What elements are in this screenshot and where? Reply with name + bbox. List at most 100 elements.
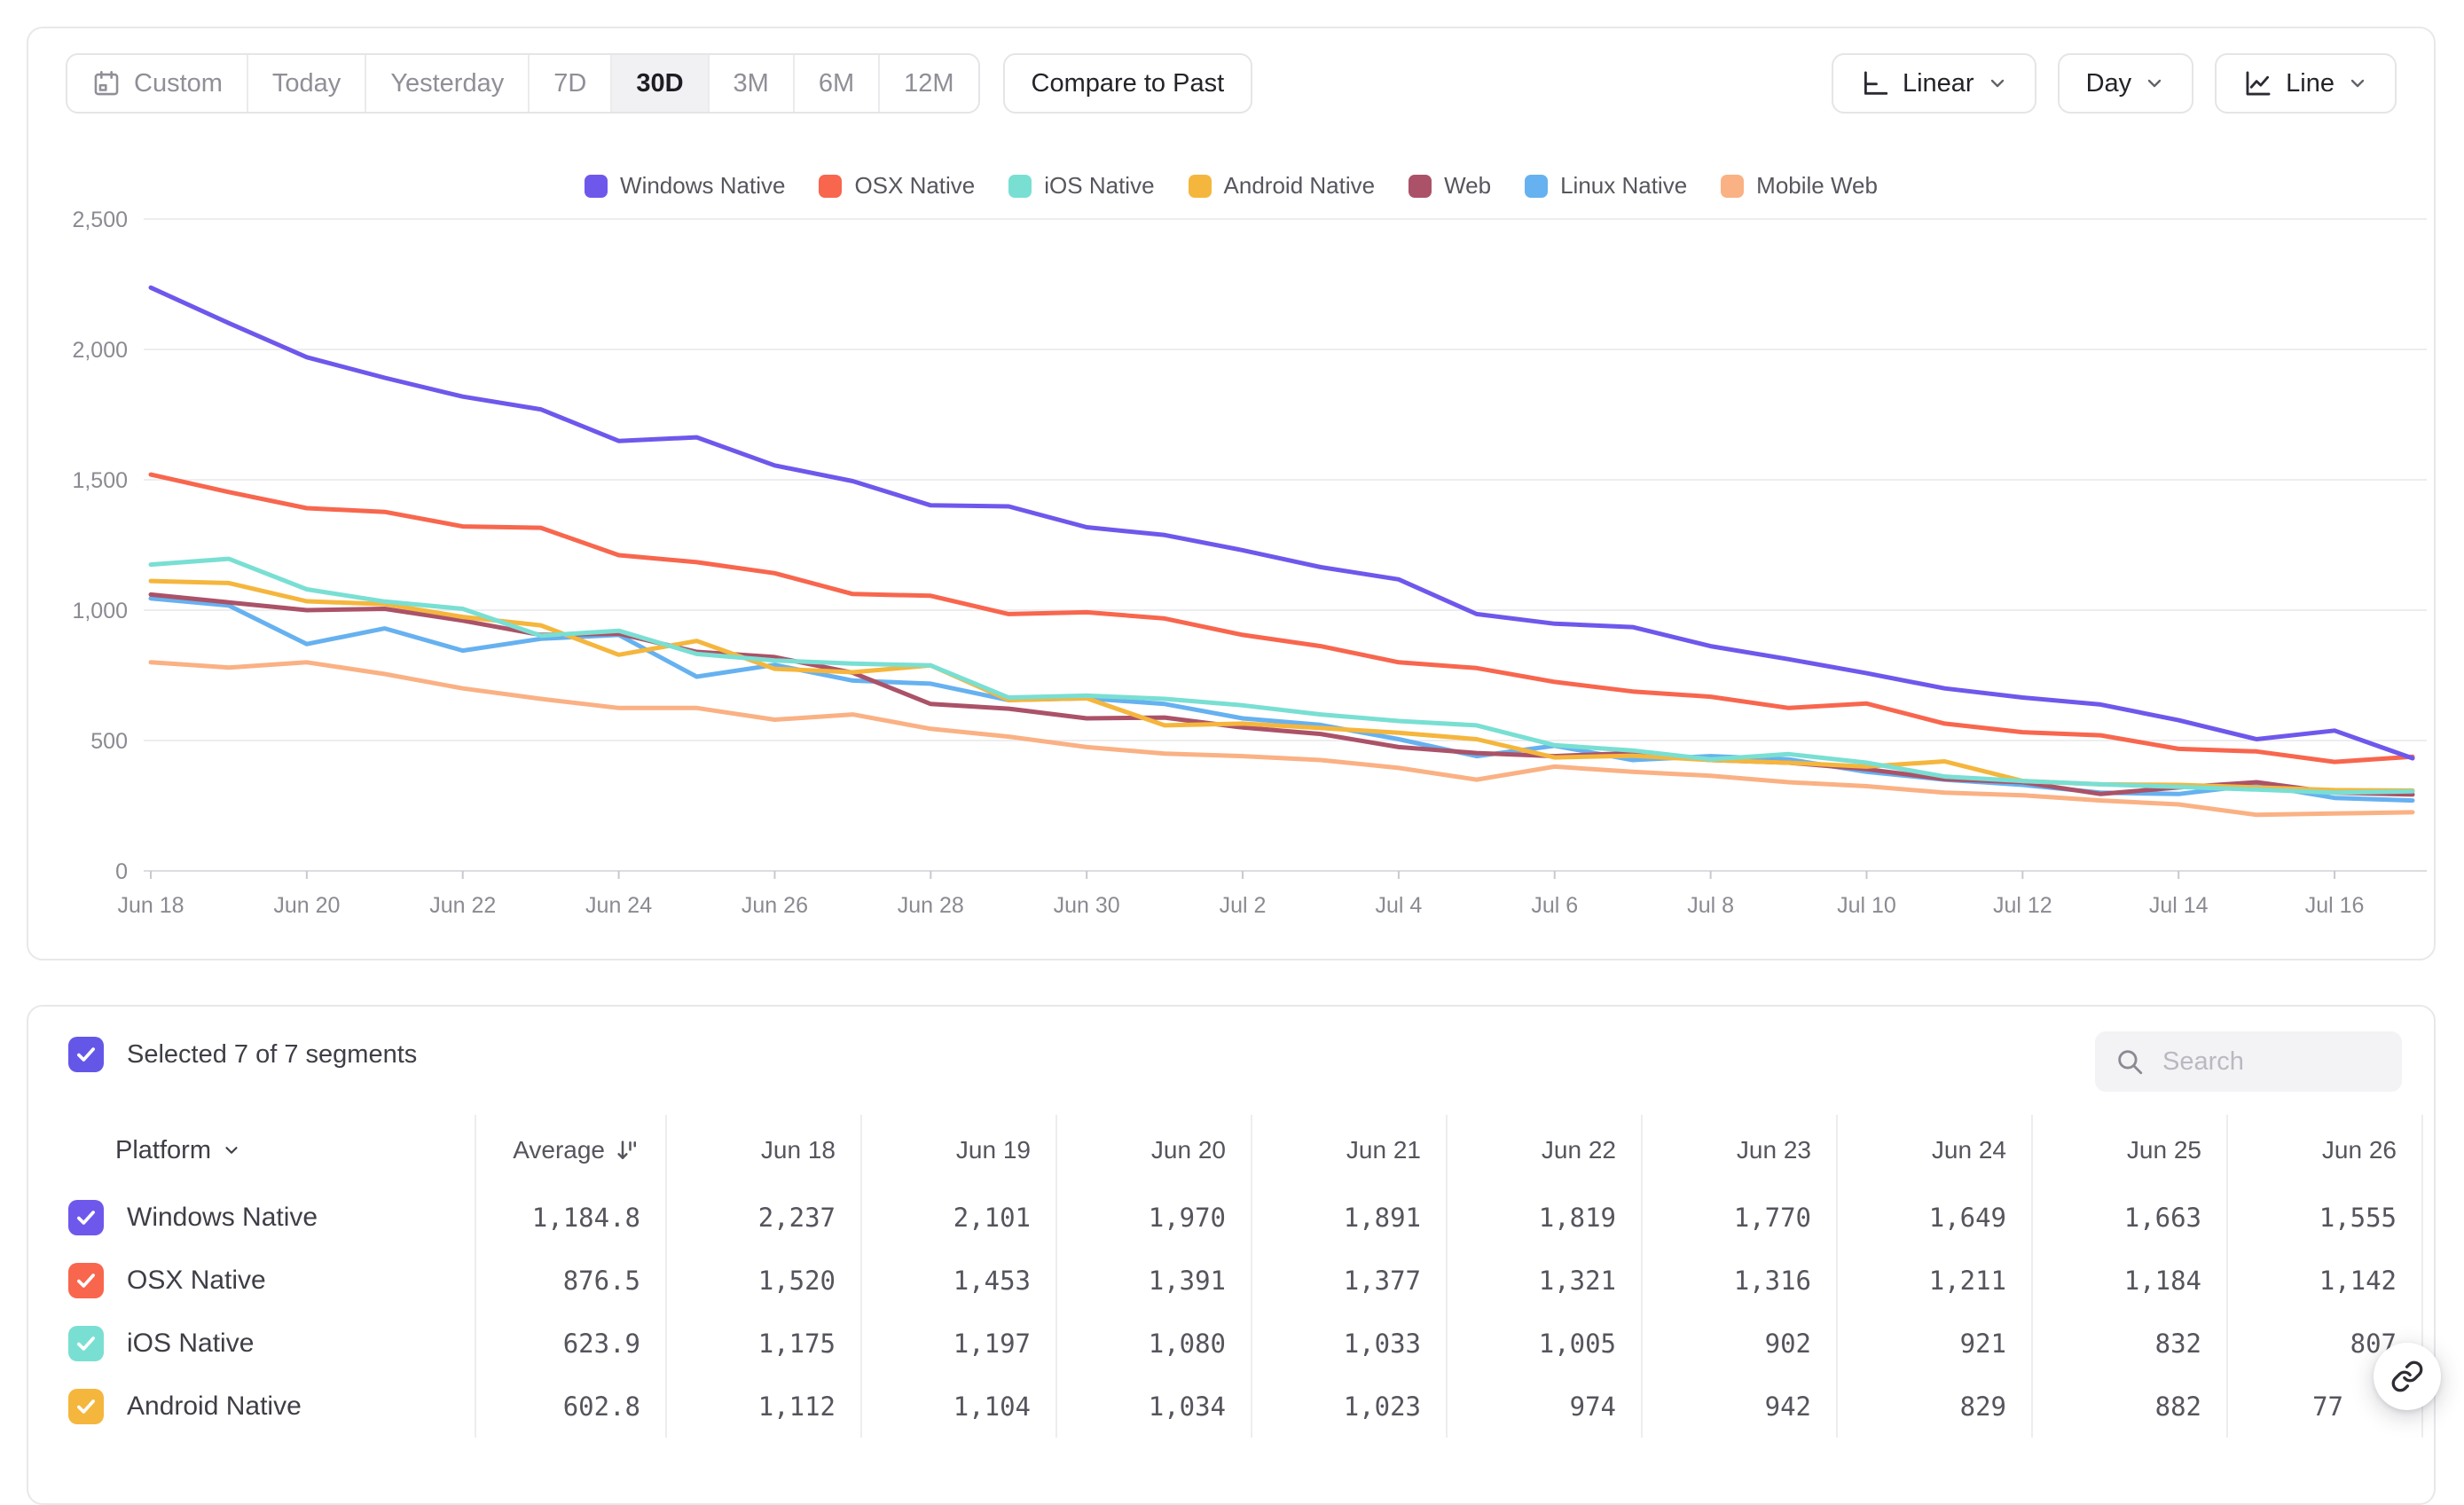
check-icon <box>77 1273 95 1288</box>
select-all-checkbox[interactable] <box>68 1037 104 1072</box>
sort-descending-icon <box>617 1141 636 1159</box>
x-axis-label: Jul 4 <box>1375 893 1422 918</box>
table-row-osx-native: OSX Native 876.5 1,520 1,453 1,391 1,377 1,321… <box>28 1249 2434 1312</box>
check-icon <box>77 1047 95 1062</box>
value-cell-jun-22: 974 <box>1448 1375 1643 1438</box>
interval-dropdown[interactable]: Day <box>2057 53 2194 114</box>
range-button-6m[interactable]: 6M <box>794 55 881 112</box>
linear-axis-icon <box>1864 71 1888 95</box>
value-cell-jun-20: 1,970 <box>1057 1186 1252 1249</box>
value-cell-jun-18: 2,237 <box>667 1186 862 1249</box>
segment-checkbox-osx-native[interactable] <box>68 1262 104 1298</box>
share-link-button[interactable] <box>2374 1343 2441 1410</box>
legend-item-web[interactable]: Web <box>1409 172 1491 200</box>
value-cell-jun-21: 1,033 <box>1252 1312 1448 1375</box>
line-chart-icon <box>2246 71 2271 96</box>
mobile-web-line <box>148 660 2415 818</box>
legend-item-osx-native[interactable]: OSX Native <box>819 172 975 200</box>
value-cell-jun-24: 829 <box>1838 1375 2033 1438</box>
linux-native-line <box>148 596 2415 803</box>
range-button-30d[interactable]: 30D <box>612 55 710 112</box>
table-row-windows-native: Windows Native 1,184.8 2,237 2,101 1,970 1,89… <box>28 1186 2434 1249</box>
value-cell-jun-26: 1,555 <box>2228 1186 2423 1249</box>
value-cell-jun-22: 1,819 <box>1448 1186 1643 1249</box>
segment-cell-ios-native: iOS Native <box>28 1312 476 1375</box>
table-header-row: Platform Average Jun 18 Jun 19 Jun 20 Jun 21 J… <box>28 1115 2434 1186</box>
line-chart: 0 500 1,000 1,500 2,000 2,500 Jun 18 Jun 20 Jun … <box>72 208 2427 918</box>
legend-item-ios-native[interactable]: iOS Native <box>1008 172 1155 200</box>
range-button-custom[interactable]: Custom <box>67 55 248 112</box>
segment-name: OSX Native <box>127 1265 266 1295</box>
range-button-3m[interactable]: 3M <box>709 55 795 112</box>
segment-cell-android-native: Android Native <box>28 1375 476 1438</box>
x-axis-label: Jul 14 <box>2149 893 2209 918</box>
compare-to-past-button[interactable]: Compare to Past <box>1002 53 1253 114</box>
legend-item-android-native[interactable]: Android Native <box>1188 172 1375 200</box>
x-axis-label: Jun 24 <box>585 893 652 918</box>
web-line <box>148 592 2415 797</box>
range-button-label: 30D <box>636 68 684 98</box>
x-axis-label: Jun 30 <box>1054 893 1120 918</box>
segments-table-card: Selected 7 of 7 segments Platform Average… <box>27 1005 2436 1505</box>
value-cell-jun-19: 1,453 <box>862 1249 1057 1312</box>
value-cell-jun-24: 921 <box>1838 1312 2033 1375</box>
chart-legend: Windows Native OSX Native iOS Native Androi… <box>28 172 2434 200</box>
interval-dropdown-label: Day <box>2085 68 2132 98</box>
legend-label: Mobile Web <box>1756 172 1878 199</box>
x-axis-label: Jun 26 <box>742 893 808 918</box>
chart-type-dropdown[interactable]: Line <box>2215 53 2397 114</box>
range-button-12m[interactable]: 12M <box>880 55 978 112</box>
range-button-today[interactable]: Today <box>247 55 367 112</box>
check-icon <box>77 1399 95 1414</box>
column-header-jun-22: Jun 22 <box>1448 1115 1643 1186</box>
search-input[interactable] <box>2161 1046 2382 1078</box>
range-button-label: 6M <box>818 68 855 98</box>
scale-dropdown[interactable]: Linear <box>1831 53 2036 114</box>
x-axis-label: Jul 10 <box>1837 893 1896 918</box>
x-axis-label: Jul 16 <box>2305 893 2365 918</box>
table-body: Windows Native 1,184.8 2,237 2,101 1,970 1,89… <box>28 1186 2434 1438</box>
check-icon <box>77 1210 95 1225</box>
legend-item-mobile-web[interactable]: Mobile Web <box>1721 172 1878 200</box>
segment-name: iOS Native <box>127 1328 255 1358</box>
value-cell-jun-25: 1,184 <box>2033 1249 2228 1312</box>
value-cell-jun-24: 1,211 <box>1838 1249 2033 1312</box>
x-axis-label: Jul 6 <box>1531 893 1578 918</box>
value-cell-jun-20: 1,034 <box>1057 1375 1252 1438</box>
range-button-label: Custom <box>134 68 223 98</box>
selection-summary: Selected 7 of 7 segments <box>68 1037 417 1072</box>
calendar-icon <box>94 70 119 96</box>
range-button-7d[interactable]: 7D <box>530 55 613 112</box>
value-cell-jun-18: 1,175 <box>667 1312 862 1375</box>
value-cell-jun-20: 1,391 <box>1057 1249 1252 1312</box>
range-button-label: 12M <box>904 68 954 98</box>
range-button-label: 7D <box>553 68 587 98</box>
chart-toolbar: Custom Today Yesterday 7D 30D 3M 6M 12M Compare… <box>66 53 2397 114</box>
chevron-down-icon <box>2147 79 2162 88</box>
legend-item-linux-native[interactable]: Linux Native <box>1525 172 1687 200</box>
segment-checkbox-ios-native[interactable] <box>68 1325 104 1361</box>
range-button-yesterday[interactable]: Yesterday <box>366 55 530 112</box>
table-row-ios-native: iOS Native 623.9 1,175 1,197 1,080 1,033 1,005… <box>28 1312 2434 1375</box>
column-header-platform[interactable]: Platform <box>28 1115 476 1186</box>
segment-checkbox-windows-native[interactable] <box>68 1199 104 1235</box>
average-cell: 623.9 <box>476 1312 667 1375</box>
value-cell-jun-24: 1,649 <box>1838 1186 2033 1249</box>
compare-to-past-label: Compare to Past <box>1031 68 1225 98</box>
y-axis-label: 1,500 <box>72 468 128 493</box>
column-header-jun-26: Jun 26 <box>2228 1115 2423 1186</box>
table-row-android-native: Android Native 602.8 1,112 1,104 1,034 1,023 9… <box>28 1375 2434 1438</box>
chart-type-dropdown-label: Line <box>2286 68 2335 98</box>
column-header-average[interactable]: Average <box>476 1115 667 1186</box>
legend-item-windows-native[interactable]: Windows Native <box>585 172 785 200</box>
column-header-jun-24: Jun 24 <box>1838 1115 2033 1186</box>
chevron-down-icon <box>225 1147 238 1154</box>
search-box <box>2095 1031 2402 1092</box>
x-axis-label: Jun 18 <box>117 893 184 918</box>
value-cell-jun-18: 1,112 <box>667 1375 862 1438</box>
y-axis-label: 2,500 <box>72 208 128 232</box>
chevron-down-icon <box>1990 79 2004 88</box>
segment-checkbox-android-native[interactable] <box>68 1388 104 1424</box>
value-cell-jun-19: 2,101 <box>862 1186 1057 1249</box>
date-range-group: Custom Today Yesterday 7D 30D 3M 6M 12M <box>66 53 980 114</box>
